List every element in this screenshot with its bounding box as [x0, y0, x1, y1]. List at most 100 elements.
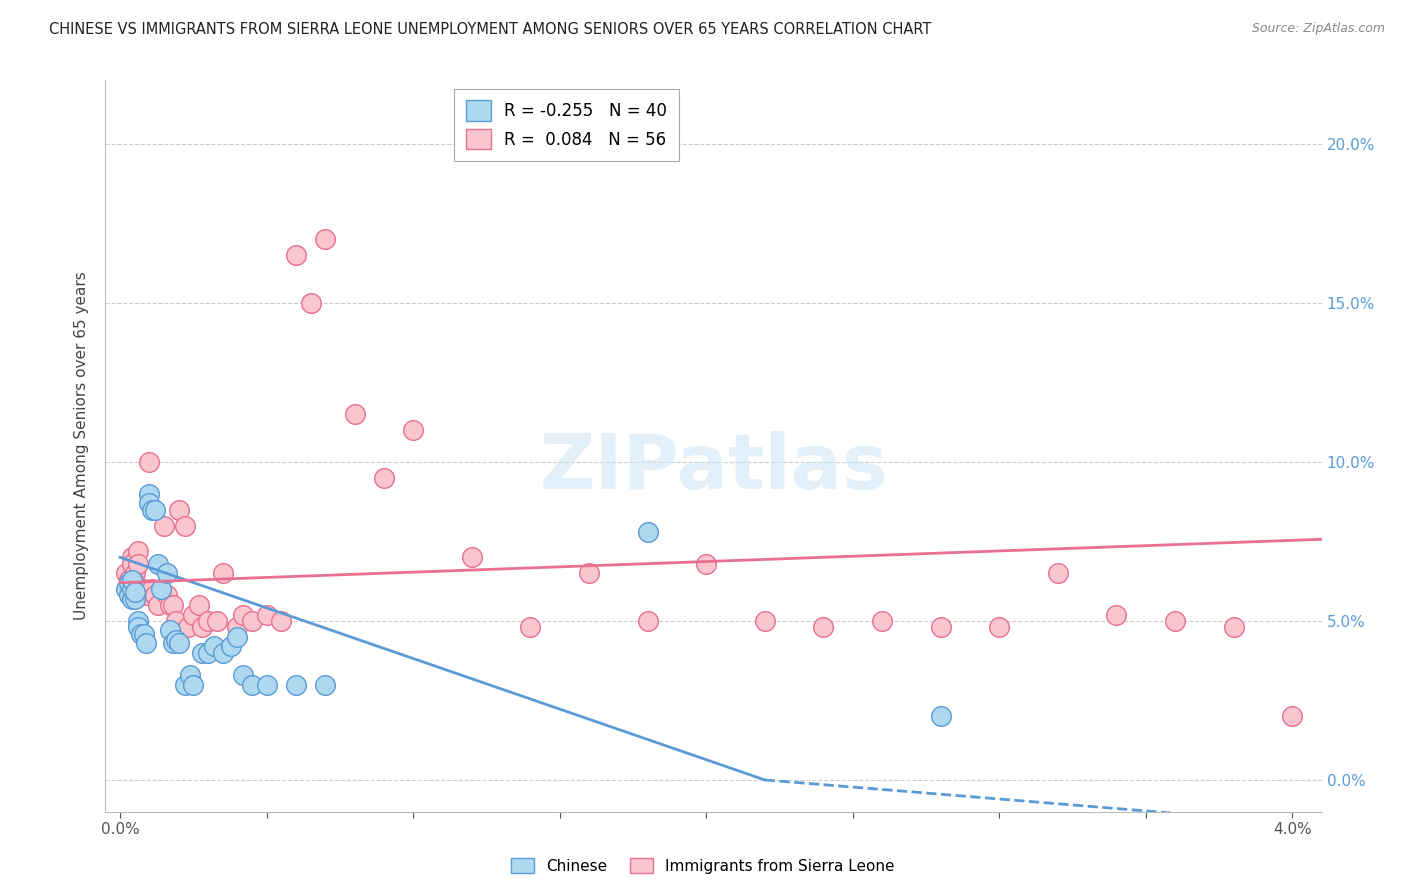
Point [197, 614, 219, 628]
Point [1105, 607, 1128, 622]
Point [124, 575, 146, 590]
Point [461, 550, 484, 565]
Legend: Chinese, Immigrants from Sierra Leone: Chinese, Immigrants from Sierra Leone [505, 852, 901, 880]
Point [929, 709, 952, 723]
Point [148, 598, 170, 612]
Point [314, 677, 336, 691]
Point [132, 626, 155, 640]
Point [176, 620, 198, 634]
Point [121, 573, 143, 587]
Point [813, 620, 835, 634]
Point [314, 232, 336, 246]
Text: CHINESE VS IMMIGRANTS FROM SIERRA LEONE UNEMPLOYMENT AMONG SENIORS OVER 65 YEARS: CHINESE VS IMMIGRANTS FROM SIERRA LEONE … [49, 22, 932, 37]
Point [188, 598, 211, 612]
Point [135, 636, 157, 650]
Point [138, 496, 160, 510]
Point [132, 582, 155, 596]
Y-axis label: Unemployment Among Seniors over 65 years: Unemployment Among Seniors over 65 years [75, 272, 90, 620]
Point [148, 557, 170, 571]
Point [138, 455, 160, 469]
Point [173, 677, 195, 691]
Point [240, 614, 263, 628]
Point [578, 566, 600, 581]
Point [115, 566, 138, 581]
Point [127, 557, 149, 571]
Text: ZIPatlas: ZIPatlas [540, 431, 887, 505]
Point [226, 620, 249, 634]
Point [197, 646, 219, 660]
Point [256, 677, 278, 691]
Point [202, 640, 225, 654]
Point [870, 614, 893, 628]
Point [118, 573, 141, 587]
Point [159, 624, 181, 638]
Point [695, 557, 717, 571]
Point [343, 407, 366, 421]
Point [211, 566, 233, 581]
Point [232, 668, 254, 682]
Point [129, 626, 152, 640]
Point [1046, 566, 1069, 581]
Point [167, 502, 190, 516]
Point [1222, 620, 1244, 634]
Point [637, 524, 659, 539]
Point [1281, 709, 1303, 723]
Point [159, 598, 181, 612]
Point [270, 614, 292, 628]
Point [232, 607, 254, 622]
Point [191, 646, 214, 660]
Point [124, 591, 146, 606]
Text: Source: ZipAtlas.com: Source: ZipAtlas.com [1251, 22, 1385, 36]
Point [121, 550, 143, 565]
Point [150, 582, 173, 596]
Point [124, 585, 146, 599]
Point [373, 471, 395, 485]
Point [284, 248, 307, 262]
Point [141, 502, 163, 516]
Point [124, 566, 146, 581]
Point [118, 582, 141, 596]
Point [240, 677, 263, 691]
Point [205, 614, 228, 628]
Point [299, 296, 322, 310]
Point [135, 589, 157, 603]
Point [165, 614, 187, 628]
Point [162, 598, 184, 612]
Point [118, 575, 141, 590]
Point [173, 518, 195, 533]
Point [191, 620, 214, 634]
Point [183, 607, 205, 622]
Point [402, 423, 425, 437]
Point [637, 614, 659, 628]
Point [179, 668, 201, 682]
Point [1164, 614, 1187, 628]
Point [167, 636, 190, 650]
Point [519, 620, 541, 634]
Point [162, 636, 184, 650]
Point [211, 646, 233, 660]
Point [138, 486, 160, 500]
Point [127, 544, 149, 558]
Point [118, 589, 141, 603]
Point [284, 677, 307, 691]
Point [121, 591, 143, 606]
Point [143, 502, 166, 516]
Point [129, 582, 152, 596]
Point [127, 620, 149, 634]
Point [183, 677, 205, 691]
Point [988, 620, 1011, 634]
Point [156, 566, 179, 581]
Point [121, 582, 143, 596]
Point [256, 607, 278, 622]
Point [153, 518, 176, 533]
Point [929, 620, 952, 634]
Point [141, 582, 163, 596]
Point [127, 614, 149, 628]
Point [121, 557, 143, 571]
Point [115, 582, 138, 596]
Legend: R = -0.255   N = 40, R =  0.084   N = 56: R = -0.255 N = 40, R = 0.084 N = 56 [454, 88, 679, 161]
Point [226, 630, 249, 644]
Point [143, 589, 166, 603]
Point [754, 614, 776, 628]
Point [221, 640, 243, 654]
